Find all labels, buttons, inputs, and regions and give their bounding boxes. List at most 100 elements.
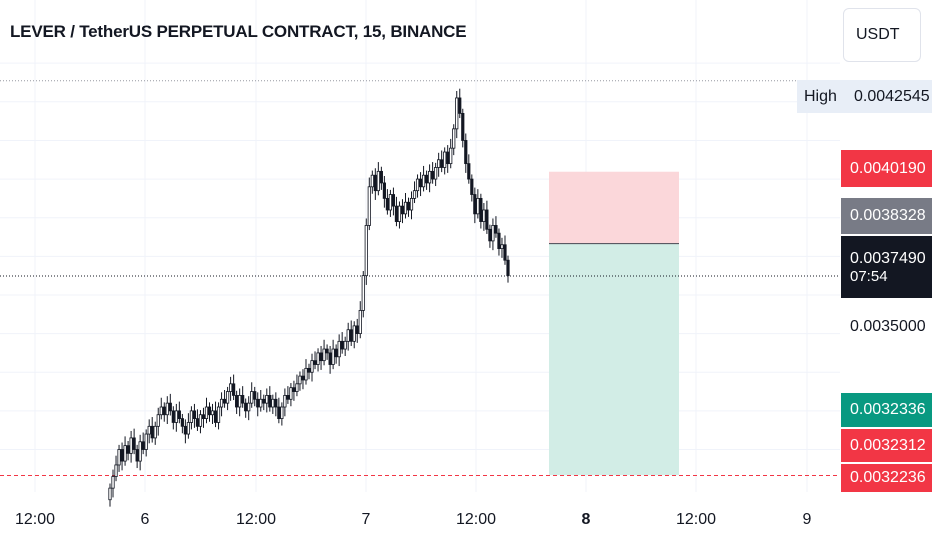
candle: [443, 147, 447, 175]
candle: [277, 397, 281, 424]
candle-body: [340, 340, 344, 350]
candle: [204, 397, 209, 424]
alert-level-tag-2[interactable]: 0.0032236: [841, 464, 932, 492]
candle-body: [418, 178, 423, 188]
candle: [298, 371, 302, 391]
candle-body: [322, 348, 326, 362]
time-label: 12:00: [235, 511, 277, 528]
candle: [403, 192, 408, 219]
alert-level-tag[interactable]: 0.0032312: [841, 429, 932, 462]
candle-body: [376, 170, 380, 192]
candle-body: [424, 174, 429, 184]
current-price-value: 0.0037490: [850, 249, 926, 267]
candle: [370, 170, 374, 194]
candle: [500, 237, 504, 258]
candle: [286, 386, 290, 404]
time-label: 12:00: [675, 511, 717, 528]
candle: [232, 374, 236, 401]
candle-body: [165, 402, 169, 416]
candle: [180, 413, 184, 434]
candle: [322, 339, 326, 366]
take-profit-tag[interactable]: 0.0032336: [841, 393, 932, 427]
candle: [313, 351, 317, 370]
candle: [198, 410, 203, 434]
candle: [428, 164, 432, 193]
candle: [406, 197, 411, 217]
chart-grid: [0, 0, 840, 492]
candle-body: [271, 398, 275, 408]
candle: [319, 345, 323, 370]
candle-body: [328, 352, 332, 365]
candle: [488, 224, 492, 248]
candle-body: [473, 194, 477, 215]
candle-body: [210, 410, 215, 416]
candle-body: [235, 395, 239, 408]
entry-price-tag[interactable]: 0.0038328: [841, 198, 932, 234]
candle-body: [428, 170, 432, 184]
candle: [376, 162, 380, 196]
candle-body: [461, 113, 465, 141]
candle-body: [144, 433, 148, 450]
stop-loss-zone[interactable]: [549, 171, 679, 244]
candle: [400, 199, 405, 224]
candle-body: [207, 406, 212, 416]
candle-body: [253, 391, 257, 400]
candle-body: [370, 174, 374, 188]
candle-body: [440, 159, 444, 168]
candle: [138, 434, 142, 471]
candle: [256, 392, 260, 417]
stop-loss-tag[interactable]: 0.0040190: [841, 150, 932, 187]
candle-body: [367, 186, 371, 226]
candle-body: [373, 174, 377, 192]
candle-body: [409, 197, 414, 211]
time-label: 6: [140, 511, 150, 528]
candle-body: [506, 259, 510, 277]
currency-button[interactable]: USDT: [843, 8, 921, 62]
candle: [141, 432, 145, 455]
candle: [165, 396, 169, 425]
candle-body: [216, 406, 221, 423]
candle-body: [412, 190, 417, 199]
candle-body: [479, 197, 483, 222]
candle: [310, 353, 314, 382]
candle: [111, 469, 115, 498]
candle: [238, 388, 242, 417]
candle: [147, 419, 151, 444]
candle-body: [334, 348, 338, 358]
candle: [325, 344, 329, 360]
candle-body: [310, 360, 314, 373]
candle: [431, 162, 435, 184]
candle-body: [241, 395, 245, 404]
candle-body: [307, 367, 311, 373]
candle-body: [213, 410, 218, 423]
candle-body: [126, 445, 130, 454]
candlestick-series: [108, 88, 510, 507]
candle: [120, 442, 124, 471]
candle: [117, 444, 121, 472]
candle: [331, 339, 335, 370]
candle-body: [452, 128, 456, 149]
candle: [213, 401, 218, 428]
candle-body: [355, 325, 359, 335]
candle: [259, 390, 263, 412]
candle-body: [458, 97, 462, 114]
take-profit-zone[interactable]: [549, 243, 679, 476]
candle-body: [361, 275, 365, 311]
candle-body: [232, 383, 236, 396]
candle: [491, 218, 495, 251]
candle-body: [298, 375, 302, 385]
candle-body: [186, 422, 190, 435]
candle: [192, 403, 197, 428]
candle-body: [138, 441, 142, 462]
candle: [295, 374, 299, 397]
candle-body: [174, 410, 178, 423]
candle: [271, 394, 275, 414]
candle: [343, 336, 347, 357]
candle-body: [250, 391, 254, 404]
candle: [156, 407, 160, 436]
candle-body: [482, 209, 486, 222]
candle: [467, 154, 471, 184]
candle: [216, 402, 221, 430]
candle-body: [391, 194, 396, 207]
